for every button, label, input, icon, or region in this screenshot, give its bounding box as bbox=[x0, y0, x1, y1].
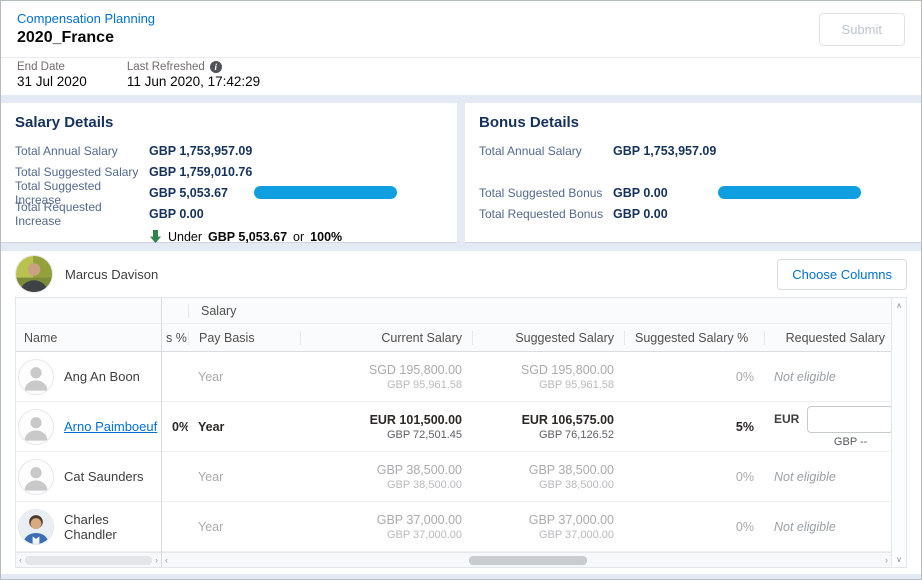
stat-row: Total Suggested Increase GBP 5,053.67 bbox=[15, 179, 443, 207]
requested-gbp-equivalent: GBP -- bbox=[833, 435, 868, 448]
end-date-label: End Date bbox=[17, 61, 65, 73]
avatar bbox=[18, 358, 54, 395]
last-refreshed-label: Last Refreshed i bbox=[127, 61, 260, 73]
salary-details-title: Salary Details bbox=[15, 114, 114, 131]
breadcrumb[interactable]: Compensation Planning bbox=[17, 11, 156, 26]
suggested-salary-cell: EUR 106,575.00 GBP 76,126.52 bbox=[521, 412, 614, 441]
scroll-right-icon[interactable]: › bbox=[155, 555, 158, 565]
last-refreshed-field: Last Refreshed i 11 Jun 2020, 17:42:29 bbox=[127, 61, 260, 95]
table-row: Year GBP 38,500.00 GBP 38,500.00 GBP 38,… bbox=[162, 452, 891, 502]
column-header-row: s % Pay Basis Current Salary Suggested S… bbox=[162, 324, 891, 352]
summary-cards: Salary Details Total Annual Salary GBP 1… bbox=[1, 103, 921, 244]
page-title: 2020_France bbox=[17, 29, 114, 46]
current-salary-cell: EUR 101,500.00 GBP 72,501.45 bbox=[369, 412, 462, 441]
column-header-truncated-pct: s % bbox=[166, 330, 187, 345]
current-salary-cell: GBP 38,500.00 GBP 38,500.00 bbox=[376, 462, 462, 491]
column-header-requested-salary: Requested Salary bbox=[764, 330, 891, 345]
stat-row: Total Annual Salary GBP 1,753,957.09 bbox=[15, 143, 253, 158]
scroll-left-icon[interactable]: ‹ bbox=[165, 555, 168, 565]
scroll-down-icon[interactable]: ∨ bbox=[896, 555, 902, 564]
table-row-name: Charles Chandler bbox=[16, 502, 161, 552]
group-header-spacer bbox=[16, 298, 161, 324]
scrollable-columns: Salary s % Pay Basis Current Salary Sugg… bbox=[162, 298, 891, 567]
meta-strip: End Date 31 Jul 2020 Last Refreshed i 11… bbox=[1, 58, 921, 95]
avatar bbox=[18, 458, 54, 495]
group-header-row: Salary bbox=[162, 298, 891, 324]
stat-row: Total Annual Salary GBP 1,753,957.09 bbox=[479, 143, 717, 158]
requested-salary-input[interactable] bbox=[807, 405, 891, 433]
table-vertical-scrollbar[interactable]: ∧ ∨ bbox=[891, 298, 906, 567]
team-section: Marcus Davison Choose Columns Name Ang A… bbox=[1, 251, 921, 574]
stat-row: Total Suggested Bonus GBP 0.00 bbox=[479, 182, 907, 203]
table-row: 0% Year EUR 101,500.00 GBP 72,501.45 EUR… bbox=[162, 402, 891, 452]
requested-salary-cell: EUR GBP -- bbox=[764, 405, 891, 448]
requested-salary-cell: Not eligible bbox=[774, 369, 836, 384]
manager-name: Marcus Davison bbox=[65, 266, 159, 282]
column-header-suggested-salary: Suggested Salary bbox=[472, 330, 624, 345]
column-header-pay-basis: Pay Basis bbox=[188, 330, 300, 345]
green-down-arrow-icon bbox=[149, 230, 162, 243]
table-horizontal-scrollbar[interactable]: ‹ › bbox=[162, 552, 891, 567]
scrollbar-thumb[interactable] bbox=[469, 555, 587, 565]
column-header-suggested-salary-pct: Suggested Salary % bbox=[624, 330, 764, 345]
avatar bbox=[18, 408, 54, 445]
info-icon[interactable]: i bbox=[209, 61, 222, 73]
title-block: Compensation Planning 2020_France bbox=[17, 11, 155, 47]
avatar bbox=[18, 508, 54, 545]
suggested-salary-cell: GBP 37,000.00 GBP 37,000.00 bbox=[528, 512, 614, 541]
employee-link[interactable]: Arno Paimboeuf bbox=[64, 419, 158, 434]
stat-row: Total Requested Increase GBP 0.00 bbox=[15, 199, 204, 228]
column-header-current-salary: Current Salary bbox=[300, 330, 472, 345]
suggested-salary-cell: SGD 195,800.00 GBP 95,961.58 bbox=[520, 362, 614, 391]
table-row-name: Ang An Boon bbox=[16, 352, 161, 402]
table-row: Year GBP 37,000.00 GBP 37,000.00 GBP 37,… bbox=[162, 502, 891, 552]
end-date-value: 31 Jul 2020 bbox=[17, 74, 87, 89]
scroll-right-icon[interactable]: › bbox=[885, 555, 888, 565]
requested-currency-label: EUR bbox=[774, 412, 800, 426]
name-column-scrollbar[interactable]: ‹ › bbox=[16, 552, 161, 567]
stat-row: Total Requested Bonus GBP 0.00 bbox=[479, 206, 668, 221]
manager-bar: Marcus Davison Choose Columns bbox=[15, 251, 907, 297]
submit-button[interactable]: Submit bbox=[818, 12, 905, 46]
under-budget-note: Under GBP 5,053.67 or 100% bbox=[149, 229, 443, 244]
bonus-details-card: Bonus Details Total Annual Salary GBP 1,… bbox=[465, 103, 921, 243]
table-row: Year SGD 195,800.00 GBP 95,961.58 SGD 19… bbox=[162, 352, 891, 402]
stat-row: Total Suggested Salary GBP 1,759,010.76 bbox=[15, 164, 253, 179]
requested-salary-cell: Not eligible bbox=[774, 469, 836, 484]
frozen-name-column: Name Ang An Boon Arno Paimboeuf bbox=[16, 298, 162, 567]
column-header-name: Name bbox=[16, 324, 161, 352]
current-salary-cell: SGD 195,800.00 GBP 95,961.58 bbox=[368, 362, 462, 391]
scrollbar-thumb[interactable] bbox=[25, 555, 152, 565]
suggested-salary-cell: GBP 38,500.00 GBP 38,500.00 bbox=[528, 462, 614, 491]
choose-columns-button[interactable]: Choose Columns bbox=[777, 258, 907, 290]
suggested-increase-progress-bar bbox=[254, 186, 397, 199]
last-refreshed-value: 11 Jun 2020, 17:42:29 bbox=[126, 74, 261, 89]
salary-details-card: Salary Details Total Annual Salary GBP 1… bbox=[1, 103, 457, 244]
manager-avatar bbox=[15, 255, 53, 293]
current-salary-cell: GBP 37,000.00 GBP 37,000.00 bbox=[376, 512, 462, 541]
end-date-field: End Date 31 Jul 2020 bbox=[17, 61, 87, 95]
compensation-table: Name Ang An Boon Arno Paimboeuf bbox=[15, 297, 907, 568]
page-header: Compensation Planning 2020_France Submit bbox=[1, 1, 921, 58]
scroll-left-icon[interactable]: ‹ bbox=[19, 555, 22, 565]
table-row-name: Cat Saunders bbox=[16, 452, 161, 502]
bonus-details-title: Bonus Details bbox=[479, 114, 580, 131]
requested-salary-cell: Not eligible bbox=[774, 519, 836, 534]
scroll-up-icon[interactable]: ∧ bbox=[896, 301, 902, 310]
table-row-name: Arno Paimboeuf bbox=[16, 402, 161, 452]
suggested-bonus-progress-bar bbox=[718, 186, 861, 199]
group-header-salary: Salary bbox=[188, 303, 891, 318]
